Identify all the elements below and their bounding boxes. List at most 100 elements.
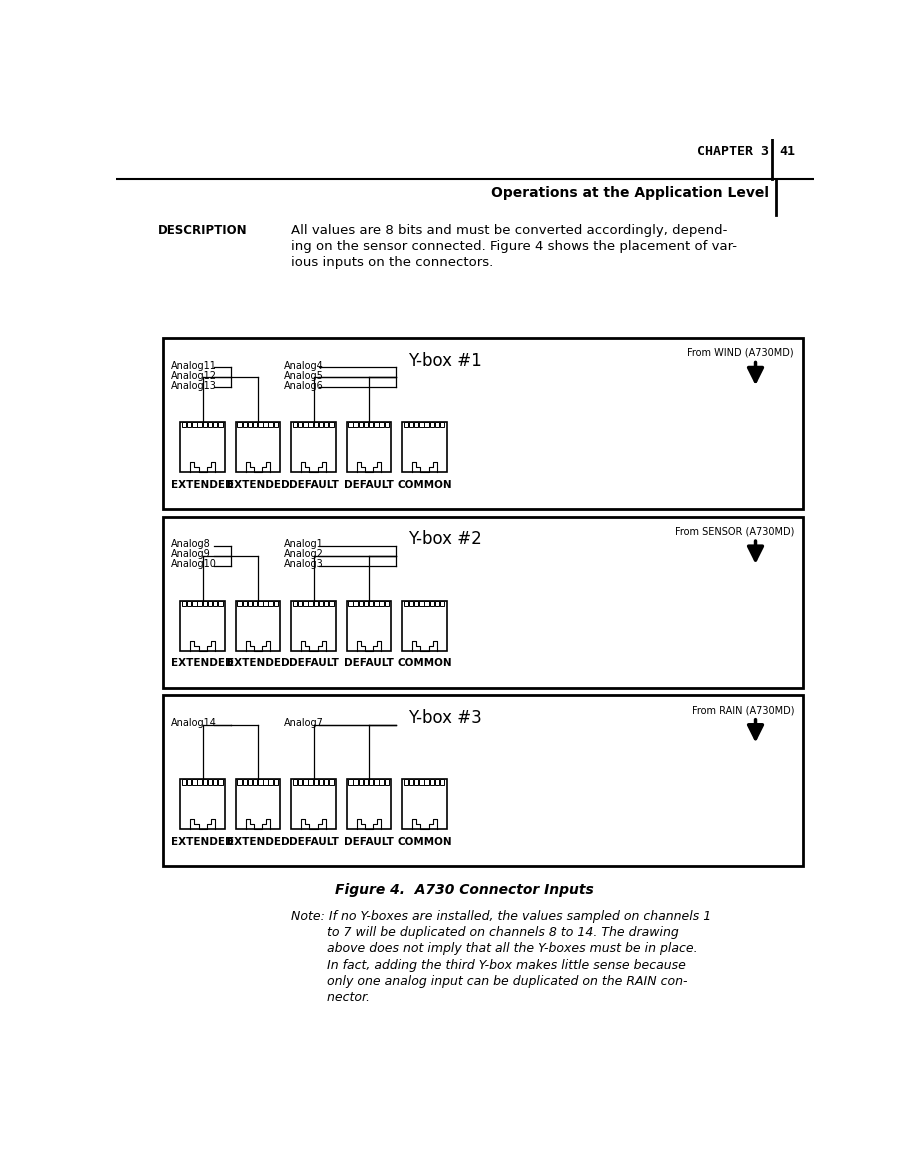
Text: Analog11: Analog11 [171,361,217,370]
Bar [238,779,242,785]
Text: COMMON: COMMON [397,479,452,490]
Text: EXTENDED: EXTENDED [227,479,289,490]
Bar [263,421,268,427]
Bar [303,779,307,785]
Bar [324,421,328,427]
Bar [187,779,191,785]
Bar [358,779,363,785]
Bar [348,600,353,606]
Bar [253,600,258,606]
Bar [440,779,444,785]
Text: Analog2: Analog2 [284,549,324,560]
Text: Analog1: Analog1 [284,540,323,549]
Bar [424,421,429,427]
Text: DEFAULT: DEFAULT [344,837,394,846]
Text: From RAIN (A730MD): From RAIN (A730MD) [691,705,794,715]
Bar [414,600,418,606]
Bar [318,779,323,785]
Text: Y-box #3: Y-box #3 [408,709,482,727]
Bar [242,779,247,785]
Bar [324,779,328,785]
Bar [369,779,374,785]
Bar [208,600,212,606]
Bar [291,600,336,650]
Bar [379,779,384,785]
Bar [236,421,280,473]
Text: COMMON: COMMON [397,658,452,669]
Bar [375,779,378,785]
Bar [358,600,363,606]
Bar [434,779,439,785]
Bar [354,779,357,785]
Bar [419,779,424,785]
Bar [430,600,434,606]
Bar [303,421,307,427]
Text: Analog14: Analog14 [171,717,217,728]
Bar [329,779,334,785]
Bar [198,779,202,785]
Bar [354,600,357,606]
Text: DESCRIPTION: DESCRIPTION [158,224,248,237]
Text: Figure 4.  A730 Connector Inputs: Figure 4. A730 Connector Inputs [336,884,594,897]
Bar [258,421,262,427]
Bar [242,600,247,606]
Bar [274,421,278,427]
Bar [346,421,391,473]
Bar [208,779,212,785]
Bar [358,421,363,427]
Bar [329,600,334,606]
Bar [308,421,313,427]
Bar [293,779,297,785]
Text: EXTENDED: EXTENDED [171,837,234,846]
Bar [187,600,191,606]
Bar [202,600,207,606]
Bar [402,421,447,473]
Bar [202,779,207,785]
Text: DEFAULT: DEFAULT [288,658,338,669]
Bar [369,421,374,427]
Text: Analog3: Analog3 [284,560,323,569]
Bar [274,779,278,785]
Bar [268,600,273,606]
Bar [258,600,262,606]
Bar [385,779,389,785]
Text: COMMON: COMMON [397,837,452,846]
Bar [274,600,278,606]
Bar [434,421,439,427]
Bar [248,600,252,606]
Text: DEFAULT: DEFAULT [288,479,338,490]
Bar [424,600,429,606]
Bar [248,779,252,785]
Bar [375,421,378,427]
Bar [192,779,197,785]
Bar [163,338,804,509]
Text: EXTENDED: EXTENDED [227,658,289,669]
Bar [409,779,414,785]
Bar [364,421,368,427]
Bar [297,421,302,427]
Text: EXTENDED: EXTENDED [227,837,289,846]
Bar [253,421,258,427]
Bar [192,421,197,427]
Bar [253,779,258,785]
Bar [163,695,804,866]
Bar [180,421,225,473]
Text: to 7 will be duplicated on channels 8 to 14. The drawing: to 7 will be duplicated on channels 8 to… [291,926,679,939]
Bar [314,779,318,785]
Bar [440,600,444,606]
Bar [242,421,247,427]
Bar [291,779,336,829]
Text: From SENSOR (A730MD): From SENSOR (A730MD) [675,527,794,536]
Bar [297,779,302,785]
Text: Analog9: Analog9 [171,549,210,560]
Bar [414,779,418,785]
Text: Analog8: Analog8 [171,540,210,549]
Bar [182,600,186,606]
Text: EXTENDED: EXTENDED [171,479,234,490]
Text: CHAPTER 3: CHAPTER 3 [697,145,768,159]
Bar [308,600,313,606]
Text: Analog12: Analog12 [171,370,217,381]
Text: Analog7: Analog7 [284,717,324,728]
Bar [404,421,408,427]
Bar [346,779,391,829]
